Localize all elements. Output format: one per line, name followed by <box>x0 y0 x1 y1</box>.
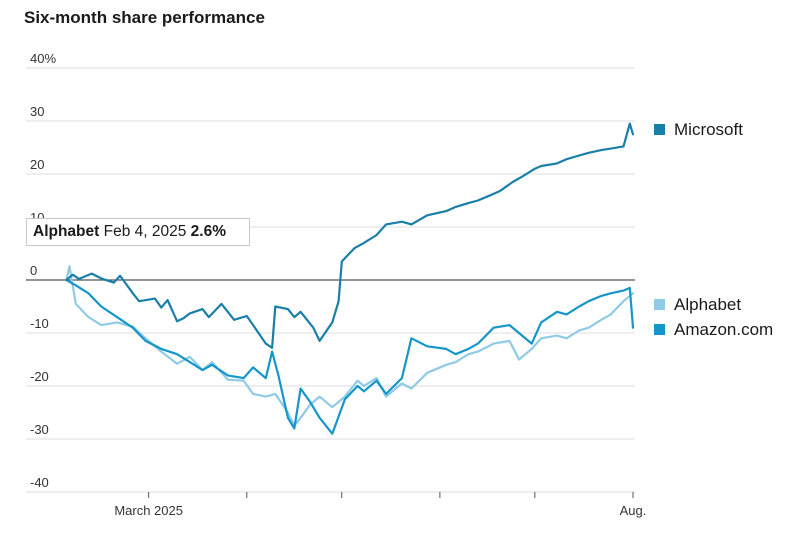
legend-swatch-alphabet <box>654 299 665 310</box>
tooltip-value: 2.6% <box>190 223 227 240</box>
legend-label-microsoft: Microsoft <box>674 120 743 139</box>
y-tick-label: 40% <box>30 51 56 66</box>
legend-label-amazon-com: Amazon.com <box>674 320 773 339</box>
y-tick-label: -30 <box>30 422 49 437</box>
series-lines <box>65 122 635 435</box>
y-tick-label: -20 <box>30 369 49 384</box>
chart-title: Six-month share performance <box>24 8 265 27</box>
legend-label-alphabet: Alphabet <box>674 295 741 314</box>
tooltip-date: Feb 4, 2025 <box>103 223 187 240</box>
y-tick-label: -10 <box>30 316 49 331</box>
legend-swatch-amazon-com <box>654 324 665 335</box>
x-tick-label: Aug. <box>620 503 647 518</box>
series-line-amazon-com <box>65 278 635 435</box>
hover-tooltip: Alphabet Feb 4, 2025 2.6% <box>26 218 250 246</box>
series-line-microsoft <box>65 122 635 349</box>
y-tick-label: 20 <box>30 157 44 172</box>
legend-swatch-microsoft <box>654 124 665 135</box>
gridlines <box>26 67 635 493</box>
x-axis: March 2025 Aug. <box>114 492 646 518</box>
y-axis: 40%3020100-10-20-30-40 <box>30 51 56 490</box>
legend: Microsoft Alphabet Amazon.com <box>654 120 773 339</box>
y-tick-label: -40 <box>30 475 49 490</box>
series-line-alphabet <box>65 265 635 427</box>
x-tick-label: March 2025 <box>114 503 183 518</box>
tooltip-series: Alphabet <box>33 223 100 240</box>
y-tick-label: 0 <box>30 263 37 278</box>
y-tick-label: 30 <box>30 104 44 119</box>
